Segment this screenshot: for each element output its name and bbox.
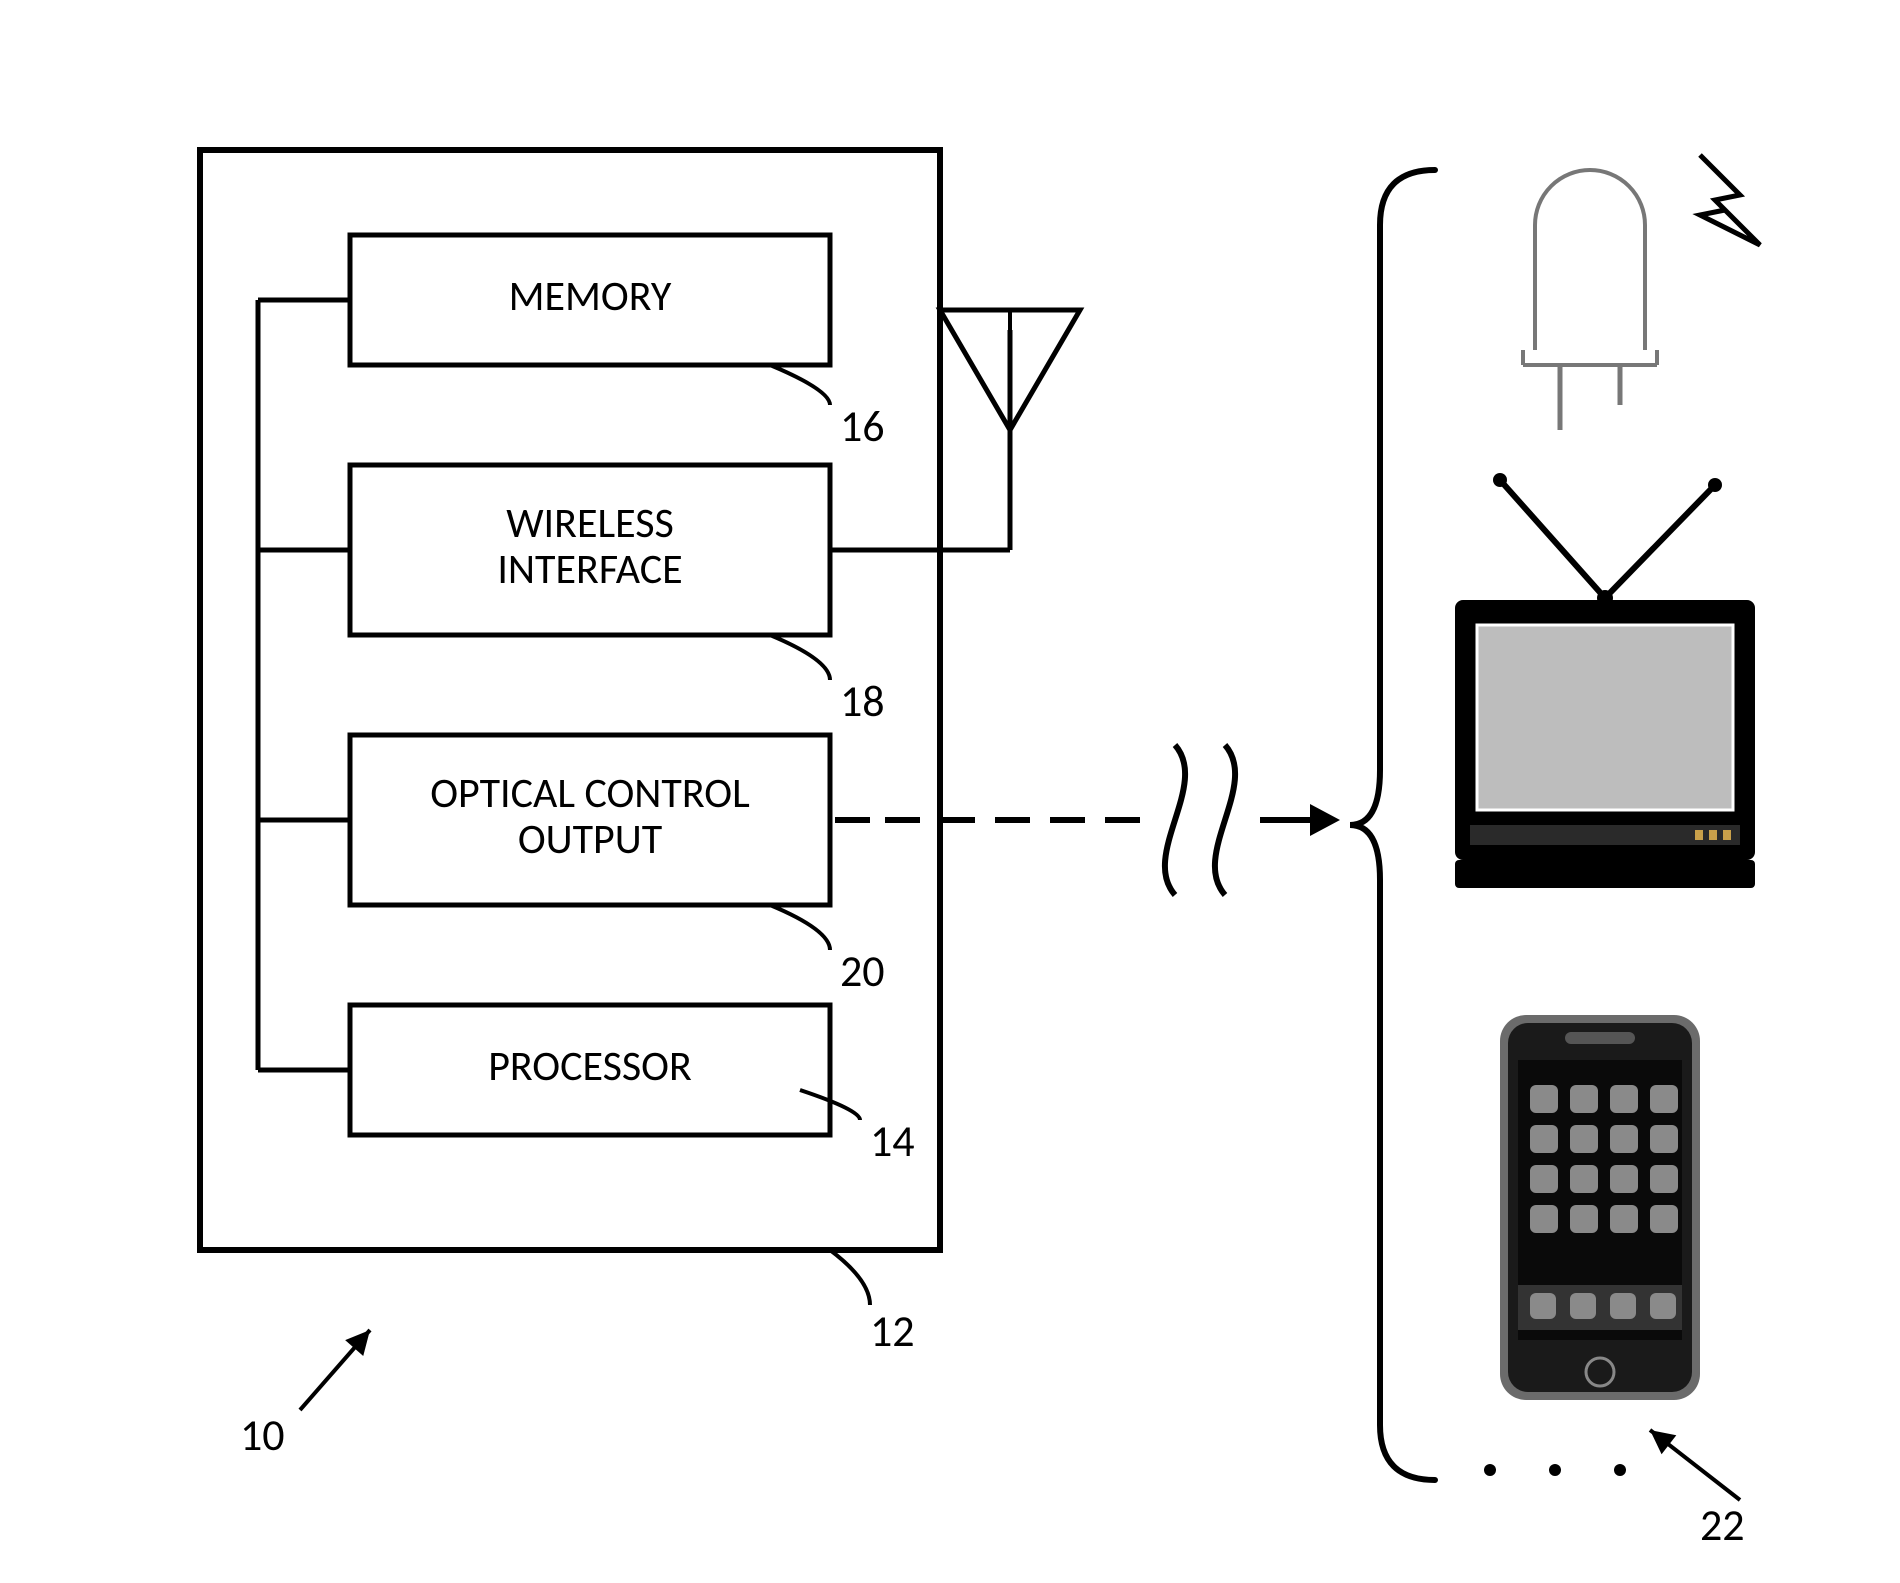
device-ref: 10 [240, 1408, 285, 1462]
processor-ref: 14 [870, 1114, 915, 1168]
phone-app-0-0 [1530, 1085, 1558, 1113]
devices-ref: 22 [1700, 1498, 1745, 1552]
ir-wave-1 [1215, 745, 1235, 895]
optical-label-0: OPTICAL CONTROL [430, 768, 750, 819]
tv-led-1 [1709, 830, 1717, 840]
phone-app-2-2 [1610, 1165, 1638, 1193]
ir-arrowhead [1310, 804, 1340, 836]
tv-screen [1477, 625, 1733, 810]
tv-antenna-r [1605, 485, 1715, 598]
ellipsis-dot-0 [1484, 1464, 1496, 1476]
optical-ref-leader [770, 905, 830, 950]
tv-ant-tip-l [1493, 473, 1507, 487]
wireless-label-1: INTERFACE [497, 544, 682, 595]
phone-dock-app-0 [1530, 1293, 1556, 1319]
optical-label-1: OUTPUT [518, 814, 662, 865]
devices-ref-arrowhead [1650, 1430, 1676, 1454]
wireless-ref-leader [770, 635, 830, 680]
tv-antenna-l [1500, 480, 1605, 598]
phone-speaker [1565, 1032, 1635, 1044]
phone-app-1-1 [1570, 1125, 1598, 1153]
phone-app-0-1 [1570, 1085, 1598, 1113]
memory-ref: 16 [840, 399, 885, 453]
phone-app-1-2 [1610, 1125, 1638, 1153]
phone-dock-app-2 [1610, 1293, 1636, 1319]
wireless-label-0: WIRELESS [506, 498, 674, 549]
phone-app-2-3 [1650, 1165, 1678, 1193]
phone-app-2-1 [1570, 1165, 1598, 1193]
tv-ant-tip-r [1708, 478, 1722, 492]
tv-led-2 [1723, 830, 1731, 840]
processor-label: PROCESSOR [488, 1041, 692, 1092]
ellipsis-dot-2 [1614, 1464, 1626, 1476]
led-flash-icon [1700, 155, 1760, 245]
memory-label: MEMORY [509, 271, 672, 322]
phone-app-0-3 [1650, 1085, 1678, 1113]
ellipsis-dot-1 [1549, 1464, 1561, 1476]
phone-app-0-2 [1610, 1085, 1638, 1113]
ir-wave-0 [1165, 745, 1185, 895]
wireless-ref: 18 [840, 674, 885, 728]
phone-app-1-3 [1650, 1125, 1678, 1153]
phone-app-2-0 [1530, 1165, 1558, 1193]
brace [1350, 170, 1435, 1480]
phone-app-1-0 [1530, 1125, 1558, 1153]
phone-app-3-1 [1570, 1205, 1598, 1233]
housing-ref-leader [830, 1250, 870, 1305]
phone-dock-app-3 [1650, 1293, 1676, 1319]
phone-dock-app-1 [1570, 1293, 1596, 1319]
memory-ref-leader [770, 365, 830, 405]
housing-ref: 12 [870, 1304, 915, 1358]
tv-base [1455, 860, 1755, 888]
phone-app-3-0 [1530, 1205, 1558, 1233]
led-body [1535, 170, 1645, 350]
optical-ref: 20 [840, 944, 885, 998]
phone-app-3-3 [1650, 1205, 1678, 1233]
tv-led-0 [1695, 830, 1703, 840]
phone-app-3-2 [1610, 1205, 1638, 1233]
